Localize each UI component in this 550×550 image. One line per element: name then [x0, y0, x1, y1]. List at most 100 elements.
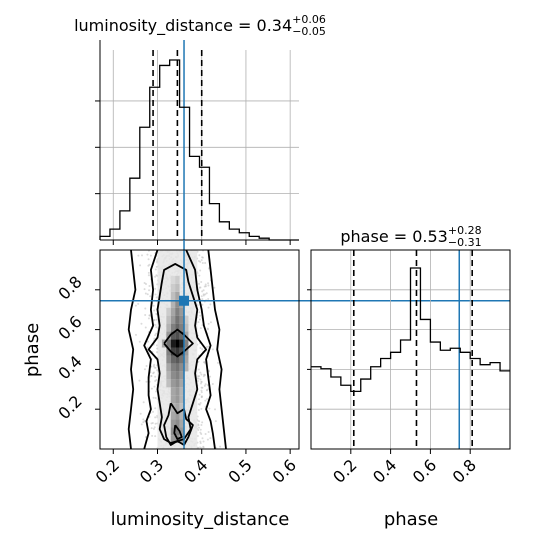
joint-density-cell-43 [166, 371, 171, 380]
joint-scatter-point [197, 321, 200, 324]
joint-scatter-point [146, 340, 149, 343]
joint-scatter-point [207, 345, 210, 348]
joint-scatter-point [199, 440, 202, 443]
joint-scatter-point [143, 420, 146, 423]
joint-scatter-point [204, 293, 207, 296]
joint-scatter-point [199, 314, 202, 317]
joint-frame [99, 249, 300, 450]
joint-scatter-point [202, 375, 205, 378]
joint-scatter-point [198, 274, 201, 277]
joint-density-cell-60 [170, 411, 176, 420]
joint-scatter-point [199, 378, 202, 381]
joint-density-cell-56 [179, 395, 185, 404]
joint-scatter-point [152, 371, 155, 374]
joint-density-cell-14 [179, 323, 185, 332]
joint-scatter-point [198, 403, 201, 406]
joint-scatter-point [199, 371, 202, 374]
joint-scatter-point [204, 285, 207, 288]
joint-scatter-point [200, 259, 203, 262]
joint-density-cell-41 [179, 363, 185, 372]
joint-scatter-point [196, 446, 199, 449]
joint-scatter-point [144, 314, 147, 317]
joint-y-ticks: 0.2 0.4 0.6 0.8 [54, 272, 100, 423]
joint-density-cell-29 [170, 347, 176, 356]
joint-scatter-point [204, 399, 207, 402]
joint-density-cell-24 [175, 339, 180, 348]
joint-density-cell-35 [175, 355, 180, 364]
joint-scatter-point [202, 446, 205, 449]
joint-density-cell-5 [179, 307, 185, 316]
joint-scatter-point [140, 322, 143, 325]
joint-scatter-point [155, 344, 158, 347]
joint-scatter-point [150, 427, 153, 430]
joint-scatter-point [155, 265, 158, 268]
joint-scatter-point [200, 295, 203, 298]
joint-density-cell-33 [166, 355, 171, 364]
joint-scatter-point [203, 384, 206, 387]
joint-scatter-point [143, 281, 146, 284]
joint-scatter-point [155, 390, 158, 393]
joint-scatter-point [208, 407, 211, 410]
hist-phase-title-main: phase = 0.53 [340, 227, 447, 246]
joint-scatter-point [199, 269, 202, 272]
joint-scatter-point [139, 412, 142, 415]
hist-phase-xtick-label-3: 0.8 [449, 455, 480, 486]
joint-density-cell-3 [170, 307, 176, 316]
joint-y-axis-label: phase [22, 323, 43, 377]
joint-scatter-point [154, 287, 157, 290]
joint-scatter-point [148, 289, 151, 292]
joint-scatter-point [149, 295, 152, 298]
joint-density [161, 275, 189, 444]
hist-luminosity-title: luminosity_distance = 0.34+0.06 −0.05 [74, 13, 326, 38]
joint-scatter-point [200, 373, 203, 376]
joint-density-cell-17 [166, 331, 171, 340]
hist-luminosity-steps [99, 59, 299, 241]
joint-density-cell-34 [170, 355, 176, 364]
joint-contour-4 [127, 250, 137, 449]
joint-density-cell-36 [179, 355, 185, 364]
joint-scatter-point [199, 260, 202, 263]
joint-scatter-point [199, 428, 202, 431]
joint-scatter-point [207, 322, 210, 325]
joint-scatter-point [211, 383, 214, 386]
joint-scatter-point [202, 294, 205, 297]
joint-ytick-label-2: 0.6 [54, 312, 85, 343]
hist-phase-x-axis-label: phase [384, 509, 438, 530]
joint-scatter-point [153, 309, 156, 312]
joint-scatter-point [150, 422, 153, 425]
joint-density-cell-22 [166, 339, 171, 348]
joint-scatter-point [202, 289, 205, 292]
joint-contour-5 [163, 328, 194, 358]
joint-density-cell-19 [175, 331, 180, 340]
joint-scatter-point [148, 263, 151, 266]
joint-scatter-point [199, 402, 202, 405]
joint-scatter-point [146, 253, 149, 256]
joint-scatter-point [198, 393, 201, 396]
joint-scatter-point [203, 373, 206, 376]
joint-scatter-point [154, 334, 157, 337]
joint-scatter-point [216, 361, 219, 364]
joint-scatter-point [155, 318, 158, 321]
joint-scatter-point [147, 274, 150, 277]
joint-scatter-point [204, 283, 207, 286]
joint-scatter-point [196, 434, 199, 437]
joint-scatter-point [197, 424, 200, 427]
joint-density-cell-30 [175, 347, 180, 356]
joint-scatter-point [200, 391, 203, 394]
joint-scatter-point [201, 290, 204, 293]
joint-density-cell-39 [170, 363, 176, 372]
joint-density-cell-11 [184, 315, 189, 324]
joint-density-cell-12 [170, 323, 176, 332]
joint-density-cell-32 [184, 347, 189, 356]
joint-scatter-point [200, 281, 203, 284]
joint-density-cell-38 [166, 363, 171, 372]
joint-density-cell-53 [179, 387, 185, 396]
joint-scatter-point [138, 340, 141, 343]
joint-density-cell-31 [179, 347, 185, 356]
joint-scatter-point [197, 398, 200, 401]
joint-scatter-point [197, 282, 200, 285]
joint-density-cell-74 [170, 283, 176, 292]
joint-scatter-point [155, 296, 158, 299]
joint-density-cell-6 [166, 307, 171, 316]
